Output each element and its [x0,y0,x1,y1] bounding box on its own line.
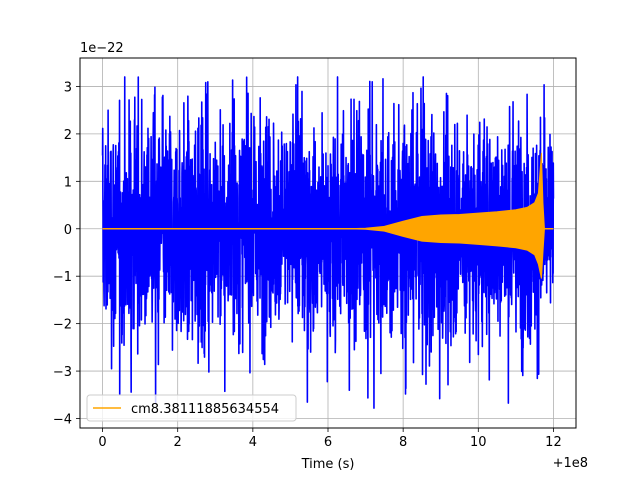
y-tick-label: 1 [64,175,72,190]
x-tick-label: 4 [249,435,257,450]
x-tick-label: 6 [324,435,332,450]
y-tick-label: −3 [53,365,72,380]
chirp-series-envelope [102,152,554,279]
noise-series-line [101,76,555,409]
x-tick-label: 0 [98,435,106,450]
data-series [101,76,555,409]
x-axis-label: Time (s) [301,457,355,472]
legend-label: cm8.38111885634554 [131,402,279,417]
y-tick-label: −1 [53,270,72,285]
y-tick-label: 3 [64,80,72,95]
x-offset-label: +1e8 [553,456,588,471]
x-tick-label: 8 [399,435,407,450]
y-tick-label: 2 [64,128,72,143]
x-tick-label: 2 [174,435,182,450]
y-tick-label: −4 [53,413,72,428]
y-tick-label: −2 [53,318,72,333]
legend: cm8.38111885634554 [86,394,297,422]
x-tick-label: 12 [545,435,562,450]
legend-box [86,394,297,422]
y-scale-label: 1e−22 [80,41,124,56]
y-tick-label: 0 [64,223,72,238]
x-tick-label: 10 [470,435,487,450]
